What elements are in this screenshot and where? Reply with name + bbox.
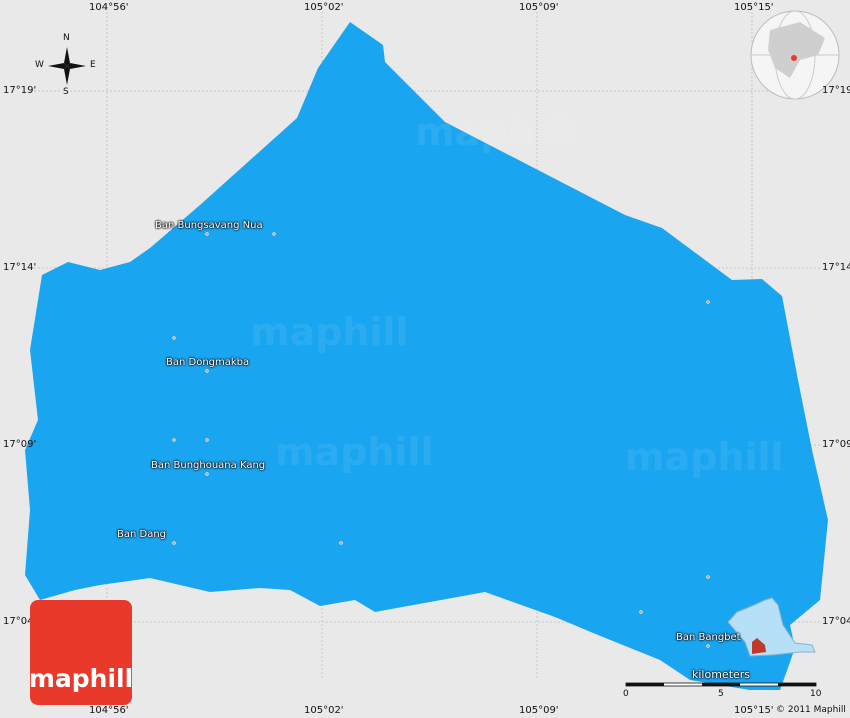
compass-east: E <box>90 60 96 70</box>
region-shape[interactable] <box>25 22 828 690</box>
scale-tick: 0 <box>623 689 629 699</box>
globe-icon <box>750 10 840 100</box>
compass-north: N <box>63 33 70 43</box>
longitude-label: 104°56' <box>89 705 129 716</box>
scale-unit: kilometers <box>692 668 751 681</box>
longitude-label: 105°02' <box>304 2 344 13</box>
longitude-label: 105°09' <box>519 2 559 13</box>
watermark: maphill <box>250 310 409 354</box>
compass-west: W <box>35 60 44 70</box>
watermark: maphill <box>625 435 784 479</box>
longitude-label: 104°56' <box>89 2 129 13</box>
latitude-label: 17°04' <box>3 616 37 627</box>
place-label[interactable]: Ban Dang <box>117 529 167 540</box>
scale-tick: 10 <box>810 689 822 699</box>
scale-bar <box>625 682 817 687</box>
latitude-label: 17°19' <box>3 85 37 96</box>
watermark: maphill <box>275 430 434 474</box>
scale-tick: 5 <box>718 689 724 699</box>
latitude-label: 17°09' <box>3 439 37 450</box>
settlement-dots <box>172 232 710 648</box>
latitude-label: 17°09' <box>822 439 850 450</box>
longitude-label: 105°09' <box>519 705 559 716</box>
latitude-label: 17°14' <box>822 262 850 273</box>
latitude-label: 17°04' <box>822 616 850 627</box>
compass-south: S <box>63 87 69 97</box>
place-label[interactable]: Ban Bangbet <box>676 632 741 643</box>
locator-inset <box>727 597 816 657</box>
place-label[interactable]: Ban Bunghouana Kang <box>151 460 266 471</box>
longitude-label: 105°15' <box>734 2 774 13</box>
logo-text: maphill <box>28 664 134 693</box>
longitude-label: 105°15' <box>734 705 774 716</box>
compass-rose-icon <box>48 47 86 85</box>
copyright: © 2011 Maphill <box>776 705 846 715</box>
longitude-label: 105°02' <box>304 705 344 716</box>
latitude-label: 17°14' <box>3 262 37 273</box>
latitude-label: 17°19' <box>822 85 850 96</box>
maphill-logo[interactable]: maphill <box>28 600 134 705</box>
place-label[interactable]: Ban Bungsavang Nua <box>155 220 263 231</box>
watermark: maphill <box>415 110 574 154</box>
place-label[interactable]: Ban Dongmakba <box>166 357 250 368</box>
